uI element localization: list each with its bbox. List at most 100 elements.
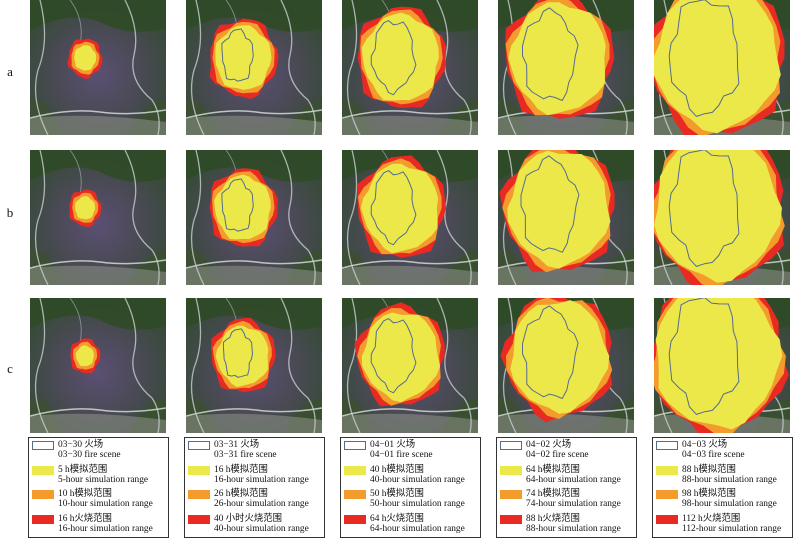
legend-label-cn: 112 h火烧范围 [682,513,741,524]
satellite-tile-c-1 [30,298,166,433]
legend-label-cn: 03−30 火场 [58,440,104,450]
legend-label-cn: 64 h模拟范围 [526,464,580,475]
legend-label-cn: 16 h火烧范围 [58,513,112,524]
inner-swatch [32,465,54,475]
satellite-tile-a-4 [498,0,634,135]
legend-label-en: 74-hour simulation range [526,499,621,509]
legend-label-cn: 40 小时火烧范围 [214,513,282,524]
fire-scene-outline [370,318,417,394]
inner-range-blob [510,300,610,414]
fire-spread-b-4 [499,150,615,273]
outer-swatch [188,514,210,524]
legend-label-cn: 26 h模拟范围 [214,489,268,499]
middle-swatch [188,490,210,499]
fire-scene-outline [221,178,254,232]
fire-scene-outline [668,150,740,267]
legend-item: 26 h模拟范围 26-hour simulation range [188,489,321,514]
legend-label-cn: 40 h模拟范围 [370,464,424,475]
satellite-tile-b-3 [342,150,478,285]
fire-spread-a-4 [505,0,615,119]
legend-item: 74 h模拟范围 74-hour simulation range [500,489,633,514]
legend-label-en: 5-hour simulation range [58,474,149,485]
inner-range-blob [215,25,272,90]
fire-scene-outline [668,298,740,415]
legend-item: 40 小时火烧范围 40-hour simulation range [188,514,321,539]
row-label-a: a [7,64,13,79]
legend-item: 64 h火烧范围 64-hour simulation range [344,514,477,539]
legend-item: 98 h模拟范围 98-hour simulation range [656,489,789,514]
satellite-tile-b-5 [654,150,790,285]
legend-label-en: 04−02 fire scene [526,450,589,460]
fire-scene-outline [520,155,580,253]
middle-swatch [344,490,366,499]
outer-swatch [656,514,678,524]
satellite-tile-c-3 [342,298,478,433]
inner-swatch [188,465,210,475]
satellite-tile-b-2 [186,150,322,285]
legend-item: 04−01 火场 04−01 fire scene [344,440,477,465]
fire-spread-b-2 [209,168,278,247]
legend-item: 04−02 火场 04−02 fire scene [500,440,633,465]
legend-item: 50 h模拟范围 50-hour simulation range [344,489,477,514]
legend-item: 16 h模拟范围 16-hour simulation range [188,465,321,490]
legend-label-en: 98-hour simulation range [682,499,777,509]
legend-item: 88 h火烧范围 88-hour simulation range [500,514,633,539]
legend-item: 5 h模拟范围 5-hour simulation range [32,465,165,490]
inner-swatch [500,465,522,475]
legend-label-en: 40-hour simulation range [370,474,465,485]
legend-label-cn: 98 h模拟范围 [682,489,736,499]
legend-label-en: 26-hour simulation range [214,499,309,509]
fire-spread-c-5 [654,298,789,433]
legend-4: 04−02 火场 04−02 fire scene 64 h模拟范围 64-hour … [496,437,637,538]
legend-label-en: 88-hour simulation range [526,523,621,534]
legend-5: 04−03 火场 04−03 fire scene 88 h模拟范围 88-hour … [652,437,793,538]
legend-label-en: 04−01 fire scene [370,450,433,460]
satellite-tile-c-5 [654,298,790,433]
fire-spread-c-3 [354,302,445,407]
inner-range-blob [74,45,97,71]
outline-swatch [500,441,522,450]
legend-item: 04−03 火场 04−03 fire scene [656,440,789,465]
fire-spread-b-5 [654,150,785,285]
legend-label-cn: 88 h火烧范围 [526,513,580,524]
inner-range-blob [361,12,439,101]
fire-spread-c-4 [500,298,613,423]
legend-label-en: 03−30 fire scene [58,450,121,460]
outer-swatch [500,514,522,524]
inner-swatch [344,465,366,475]
legend-item: 03−31 火场 03−31 fire scene [188,440,321,465]
legend-label-en: 16-hour simulation range [58,523,153,534]
legend-item: 64 h模拟范围 64-hour simulation range [500,465,633,490]
satellite-tile-b-1 [30,150,166,285]
inner-range-blob [75,345,94,367]
middle-swatch [32,490,54,499]
fire-spread-a-3 [357,6,447,109]
fire-spread-c-2 [211,317,276,393]
inner-range-blob [214,174,271,240]
satellite-tile-c-2 [186,298,322,433]
legend-label-en: 50-hour simulation range [370,499,465,509]
legend-label-en: 88-hour simulation range [682,474,777,485]
fire-scene-outline [370,170,417,246]
legend-label-cn: 10 h模拟范围 [58,489,112,499]
fire-spread-a-1 [67,38,103,79]
satellite-tile-a-2 [186,0,322,135]
legend-item: 03−30 火场 03−30 fire scene [32,440,165,465]
legend-label-en: 64-hour simulation range [370,523,465,534]
legend-item: 40 h模拟范围 40-hour simulation range [344,465,477,490]
outline-swatch [188,441,210,450]
satellite-tile-b-4 [498,150,634,285]
legend-label-cn: 74 h模拟范围 [526,489,580,499]
middle-swatch [500,490,522,499]
satellite-tile-a-5 [654,0,790,135]
legend-3: 04−01 火场 04−01 fire scene 40 h模拟范围 40-hour … [340,437,481,538]
inner-range-blob [215,325,269,387]
inner-range-blob [75,196,96,220]
legend-label-cn: 03−31 火场 [214,440,260,450]
middle-swatch [656,490,678,499]
fire-scene-outline [370,20,417,96]
legend-item: 88 h模拟范围 88-hour simulation range [656,465,789,490]
satellite-tile-a-3 [342,0,478,135]
row-label-c: c [7,361,13,376]
outer-swatch [344,514,366,524]
